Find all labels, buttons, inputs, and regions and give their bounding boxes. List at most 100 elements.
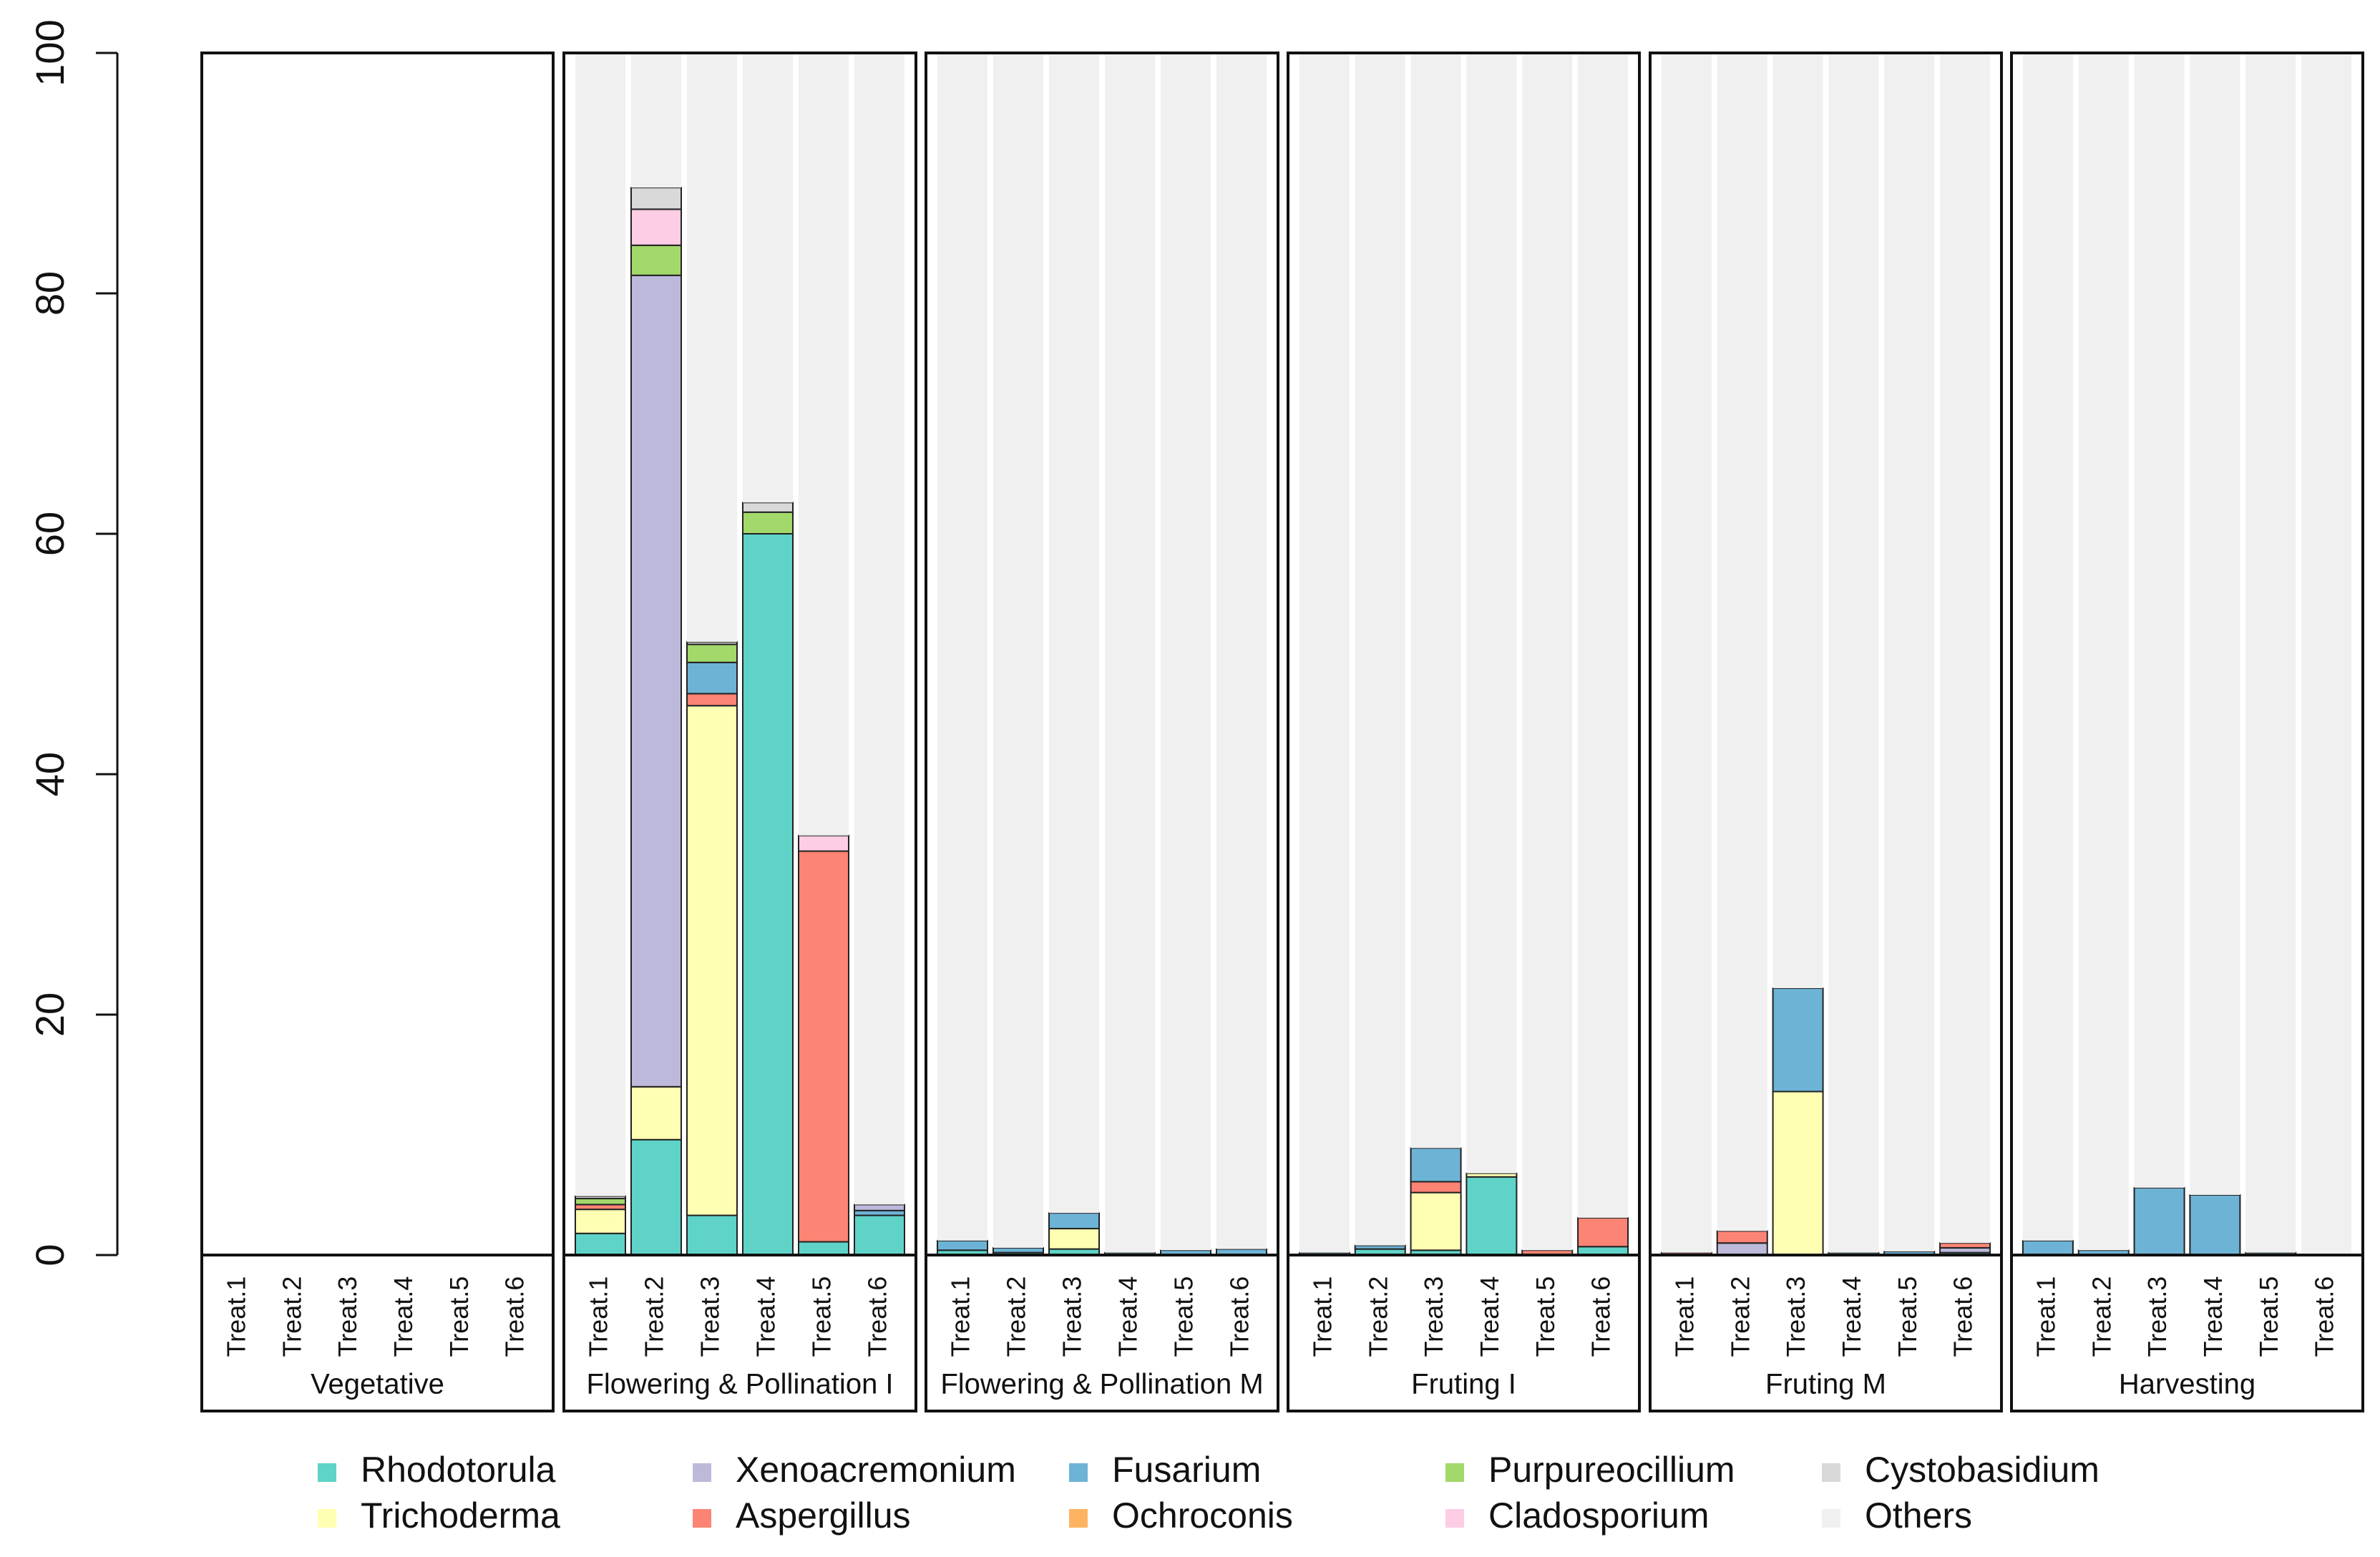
bar-segment-fusarium (937, 1239, 988, 1251)
x-tick-label: Treat.5 (807, 1277, 837, 1357)
legend-swatch (1445, 1463, 1464, 1482)
bar-segment-cystobasidium (575, 1195, 626, 1200)
bar-segment-others (1216, 53, 1267, 1249)
y-axis: 0 20 40 60 80 100 (27, 19, 119, 1266)
bar-segment-others (631, 53, 681, 188)
y-tick-label: 40 (27, 752, 72, 796)
legend-item: Trichoderma (318, 1495, 560, 1536)
bar-segment-rhodotorula (798, 1241, 849, 1256)
bar-segment-others (1661, 53, 1712, 1253)
bar-segment-fusarium (1772, 987, 1824, 1093)
panel-label-box (1287, 1254, 1641, 1412)
bar-segment-cystobasidium (630, 187, 682, 210)
bar-segment-others (1717, 53, 1767, 1231)
legend-item: Cladosporium (1445, 1495, 1709, 1536)
bar-segment-others (2022, 53, 2073, 1241)
bar (1465, 53, 1518, 1256)
bar-segment-aspergillus (1716, 1230, 1768, 1244)
x-tick-label: Treat.6 (1949, 1277, 1978, 1357)
x-tick-label: Treat.3 (333, 1277, 362, 1357)
legend-item: Aspergillus (693, 1495, 911, 1536)
bar (2188, 53, 2242, 1256)
legend-label: Others (1865, 1495, 1972, 1536)
bar-segment-others (1940, 53, 1991, 1244)
panel: Treat.1 Treat.2 Treat.3 Treat.4 Treat.5 Treat… (2010, 52, 2364, 1412)
legend-swatch (693, 1463, 711, 1482)
legend-swatch (318, 1463, 336, 1482)
bar (992, 53, 1045, 1256)
bar-segment-purpureocillium (686, 643, 738, 663)
bar-segment-rhodotorula (742, 533, 794, 1256)
bar (2132, 53, 2186, 1256)
bar-segment-trichoderma (630, 1085, 682, 1141)
legend-swatch (693, 1509, 711, 1528)
x-tick-label: Treat.4 (2198, 1277, 2228, 1357)
x-tick-label: Treat.2 (2087, 1277, 2116, 1357)
y-tick-label: 20 (27, 992, 72, 1037)
bar-segment-others (2245, 53, 2296, 1253)
bar-segment-others (1105, 53, 1155, 1253)
x-tick-label: Treat.1 (584, 1277, 613, 1357)
legend-label: Cladosporium (1488, 1495, 1709, 1536)
bar-segment-aspergillus (1577, 1216, 1629, 1248)
x-tick-label: Treat.4 (751, 1277, 781, 1357)
bar (2300, 53, 2354, 1256)
x-tick-label: Treat.2 (1725, 1277, 1755, 1357)
bar-segment-others (2190, 53, 2240, 1195)
panel-label-box (562, 1254, 917, 1412)
x-tick-label: Treat.5 (2254, 1277, 2283, 1357)
bar-segment-others (1049, 53, 1099, 1214)
bar (853, 53, 906, 1256)
panel-label: Vegetative (311, 1369, 444, 1400)
x-tick-label: Treat.2 (640, 1277, 669, 1357)
bar-segment-others (799, 53, 849, 836)
bar (1409, 53, 1463, 1256)
y-tick-label: 0 (27, 1244, 72, 1266)
bar-segment-aspergillus (1410, 1181, 1462, 1194)
panel-label: Flowering & Pollination I (586, 1369, 893, 1400)
bar-segment-others (1355, 53, 1405, 1246)
bar-segment-rhodotorula (575, 1232, 626, 1256)
legend-item: Others (1822, 1495, 1972, 1536)
bar (2244, 53, 2298, 1256)
x-tick-label: Treat.4 (389, 1277, 418, 1357)
bar-segment-aspergillus (575, 1204, 626, 1211)
bar-segment-rhodotorula (854, 1214, 905, 1256)
panel-frame (200, 52, 555, 1256)
x-tick-label: Treat.2 (1363, 1277, 1393, 1357)
bar-segment-others (1466, 53, 1517, 1173)
bar-segment-others (993, 53, 1043, 1248)
bar (2077, 53, 2130, 1256)
x-tick-label: Treat.1 (1669, 1277, 1699, 1357)
bar-segment-others (575, 53, 625, 1196)
x-tick-label: Treat.5 (444, 1277, 474, 1357)
x-tick-label: Treat.5 (1893, 1277, 1922, 1357)
legend-label: Fusarium (1112, 1450, 1261, 1490)
bar (1576, 53, 1630, 1256)
panel: Treat.1 Treat.2 Treat.3 Treat.4 Treat.5 Treat… (200, 52, 555, 1412)
legend-item: Fusarium (1069, 1450, 1261, 1490)
bar-segment-others (1410, 53, 1461, 1148)
x-tick-label: Treat.4 (1113, 1277, 1143, 1357)
panel-label-box (200, 1254, 555, 1412)
x-tick-label: Treat.3 (1419, 1277, 1448, 1357)
bar-segment-cystobasidium (742, 502, 794, 513)
bar (1827, 53, 1881, 1256)
x-tick-label: Treat.1 (1307, 1277, 1337, 1357)
bar-segment-cladosporium (798, 834, 849, 852)
y-tick-label: 60 (27, 512, 72, 556)
bar-segment-rhodotorula (630, 1138, 682, 1256)
x-tick-label: Treat.6 (1225, 1277, 1254, 1357)
bar (1353, 53, 1407, 1256)
panel-label-box (1649, 1254, 2003, 1412)
legend-item: Cystobasidium (1822, 1450, 2099, 1490)
legend-swatch (1822, 1509, 1840, 1528)
bar-segment-fusarium (2133, 1186, 2185, 1256)
bar-segment-rhodotorula (686, 1214, 738, 1256)
x-tick-label: Treat.1 (221, 1277, 250, 1357)
panel: Treat.1 Treat.2 Treat.3 Treat.4 Treat.5 Treat… (562, 52, 917, 1412)
x-tick-label: Treat.3 (696, 1277, 725, 1357)
legend: Rhodotorula Xenoacremonium Fusarium Purpure… (318, 1450, 2099, 1536)
panel-label: Harvesting (2119, 1369, 2255, 1400)
bar (1297, 53, 1351, 1256)
